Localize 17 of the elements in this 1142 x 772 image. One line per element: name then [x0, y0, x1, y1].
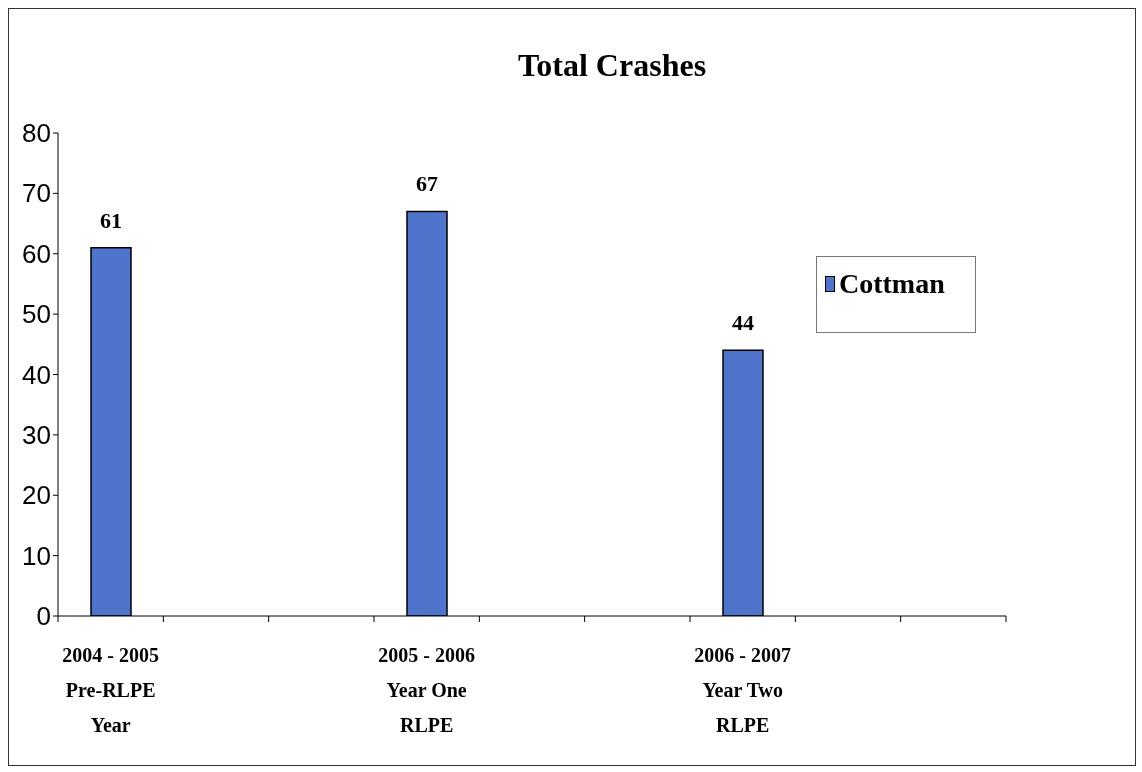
y-tick-label: 20 [22, 480, 51, 511]
data-label: 67 [416, 171, 438, 197]
y-tick-label: 50 [22, 299, 51, 330]
legend-label: Cottman [839, 268, 945, 299]
x-tick-label: 2004 - 2005 Pre-RLPE Year [62, 644, 159, 736]
y-tick-label: 10 [22, 540, 51, 571]
y-tick-label: 70 [22, 178, 51, 209]
x-tick-label: 2006 - 2007 Year Two RLPE [694, 644, 791, 736]
y-tick-label: 30 [22, 419, 51, 450]
data-label: 44 [732, 310, 754, 336]
x-tick-label: 2005 - 2006 Year One RLPE [378, 644, 475, 736]
data-label: 61 [100, 207, 122, 233]
chart-title: Total Crashes [516, 47, 708, 83]
y-tick-label: 60 [22, 238, 51, 269]
y-tick-label: 40 [22, 359, 51, 390]
y-tick-label: 0 [36, 601, 51, 631]
y-tick-label: 80 [22, 118, 51, 148]
